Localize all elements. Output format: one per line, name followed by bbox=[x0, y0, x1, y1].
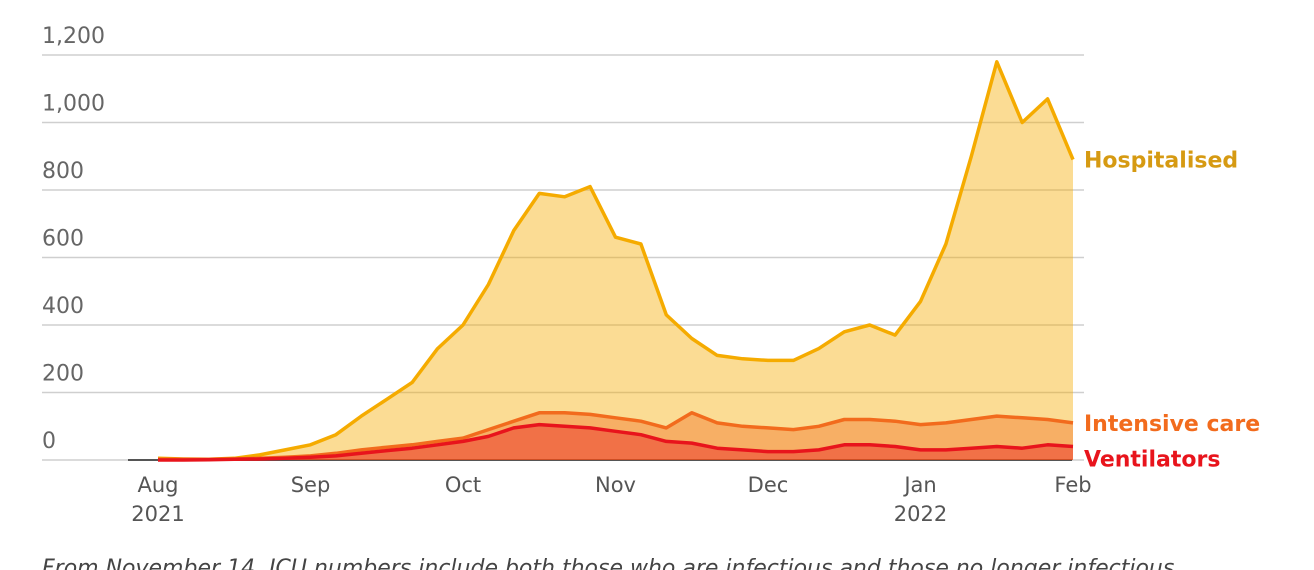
y-tick-label: 1,200 bbox=[42, 24, 105, 49]
y-tick-label: 1,000 bbox=[42, 92, 105, 117]
series-label: Ventilators bbox=[1084, 448, 1220, 473]
y-tick-label: 400 bbox=[42, 294, 84, 319]
x-tick-label: Jan 2022 bbox=[893, 473, 948, 526]
area bbox=[158, 61, 1073, 461]
y-tick-label: 600 bbox=[42, 227, 84, 252]
y-tick-label: 200 bbox=[42, 362, 84, 387]
series-label: Intensive care bbox=[1084, 412, 1260, 437]
x-tick-label: Dec bbox=[747, 473, 789, 497]
y-tick-label: 0 bbox=[42, 429, 56, 454]
x-tick-label: Aug 2021 bbox=[131, 473, 185, 526]
line bbox=[158, 422, 1074, 462]
footnote: From November 14, ICU numbers include bo… bbox=[42, 556, 1175, 570]
x-tick-label: Sep bbox=[290, 473, 331, 497]
y-tick-label: 800 bbox=[42, 159, 84, 184]
x-tick-label: Oct bbox=[444, 473, 482, 497]
x-tick-label: Nov bbox=[595, 473, 636, 497]
line bbox=[157, 60, 1075, 462]
x-tick-label: Feb bbox=[1054, 473, 1092, 497]
series-label: Hospitalised bbox=[1084, 149, 1238, 174]
